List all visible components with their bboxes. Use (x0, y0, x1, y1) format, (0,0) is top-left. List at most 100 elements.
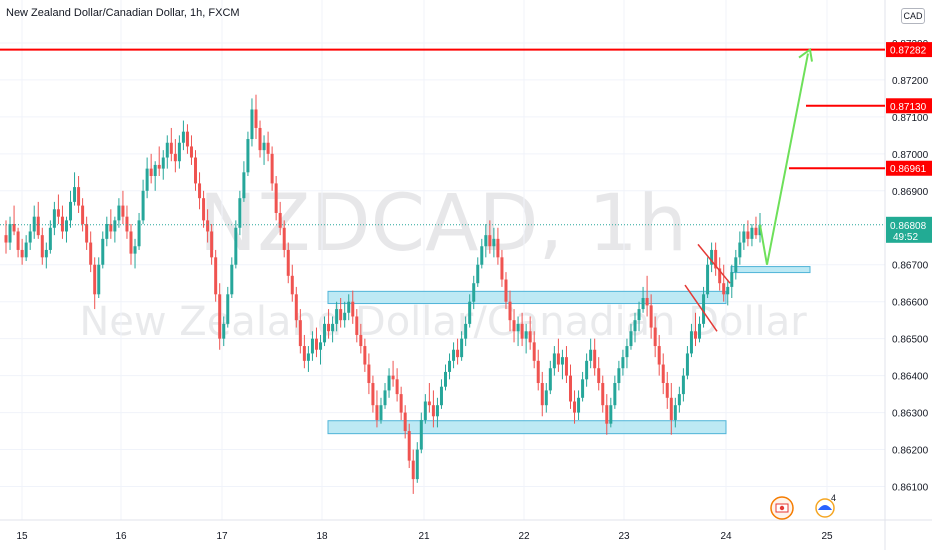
candle-body (427, 401, 431, 406)
candle-body (40, 235, 44, 258)
candle-body (133, 246, 137, 254)
candle-body (28, 231, 32, 243)
arrow-head (798, 47, 813, 62)
price-label: 0.86808 (890, 221, 927, 232)
candle-body (371, 383, 375, 406)
candle-body (359, 334, 363, 347)
candle-body (109, 224, 113, 232)
candle-body (657, 346, 661, 365)
watermark-symbol: NZDCAD, 1h (199, 179, 687, 269)
watermark-description: New Zealand Dollar/Canadian Dollar (79, 299, 807, 345)
price-label-box (886, 42, 932, 58)
candle-body (476, 264, 480, 284)
x-tick-label: 22 (518, 531, 530, 542)
candle-body (552, 353, 556, 369)
candle-body (589, 349, 593, 361)
candle-body (274, 183, 278, 213)
candle-body (661, 364, 665, 384)
candle-body (4, 235, 8, 243)
candle-body (161, 157, 165, 169)
candle-body (230, 264, 234, 295)
candle-body (605, 405, 609, 424)
candle-body (214, 257, 218, 295)
candle-body (121, 205, 125, 217)
candle-body (689, 331, 693, 354)
earnings-glyph (818, 505, 832, 510)
candle-body (496, 238, 500, 258)
zone-range-bottom[interactable] (327, 420, 727, 435)
candle-body (484, 235, 488, 247)
candle-body (149, 168, 153, 177)
candle-body (693, 331, 697, 339)
candle-body (242, 172, 246, 199)
candle-body (520, 323, 524, 339)
candle-body (379, 405, 383, 420)
candle-body (564, 357, 568, 376)
candle-body (395, 379, 399, 395)
candle-body (613, 383, 617, 406)
candle-body (649, 305, 653, 328)
candle-body (246, 139, 250, 173)
candle-body (726, 286, 730, 295)
candle-body (375, 405, 379, 420)
candle-body (185, 131, 189, 147)
projection-arrow[interactable] (759, 53, 809, 265)
candle-body (73, 187, 77, 202)
candle-body (681, 375, 685, 395)
candle-body (323, 323, 327, 343)
candle-body (194, 157, 198, 184)
candle-body (536, 360, 540, 384)
price-label: 0.87130 (890, 102, 927, 113)
candle-body (528, 331, 532, 343)
candle-body (439, 386, 443, 406)
candle-body (210, 231, 214, 258)
candle-body (746, 231, 750, 239)
candle-body (464, 323, 468, 339)
candle-body (407, 431, 411, 461)
candle-body (97, 264, 101, 295)
x-tick-label: 25 (821, 531, 833, 542)
candle-body (419, 419, 423, 450)
candle-body (290, 275, 294, 295)
candle-body (32, 216, 36, 232)
candle-body (270, 153, 274, 184)
candle-body (702, 294, 706, 324)
x-tick-label: 21 (418, 531, 430, 542)
candle-body (169, 142, 173, 154)
candle-body (113, 220, 117, 232)
flag-line-upper[interactable] (697, 243, 731, 284)
candle-body (714, 249, 718, 269)
candle-body (218, 294, 222, 339)
candle-body (177, 142, 181, 162)
candle-body (286, 249, 290, 276)
candle-body (460, 338, 464, 358)
candle-body (750, 227, 754, 239)
candle-body (415, 449, 419, 480)
flag-line-lower[interactable] (684, 284, 718, 332)
candle-body (141, 190, 145, 221)
y-tick-label: 0.87100 (892, 113, 929, 124)
candle-body (81, 205, 85, 225)
y-tick-label: 0.86300 (892, 409, 929, 420)
candle-body (456, 349, 460, 358)
currency-badge[interactable]: CAD (901, 8, 925, 24)
y-tick-label: 0.87000 (892, 150, 929, 161)
candle-body (282, 227, 286, 250)
countdown-label: 49:52 (893, 232, 918, 243)
price-label: 0.87282 (890, 46, 927, 57)
zone-breakout-level[interactable] (327, 290, 727, 305)
candle-body (238, 198, 242, 228)
x-tick-label: 15 (16, 531, 28, 542)
candle-body (383, 390, 387, 406)
candle-body (20, 249, 24, 258)
candle-body (734, 257, 738, 273)
candle-body (698, 323, 702, 339)
candle-body (665, 383, 669, 398)
zone-support-demand[interactable] (730, 266, 811, 274)
candle-body (12, 224, 16, 232)
y-tick-label: 0.86100 (892, 483, 929, 494)
candle-body (335, 309, 339, 324)
candle-body (560, 357, 564, 365)
